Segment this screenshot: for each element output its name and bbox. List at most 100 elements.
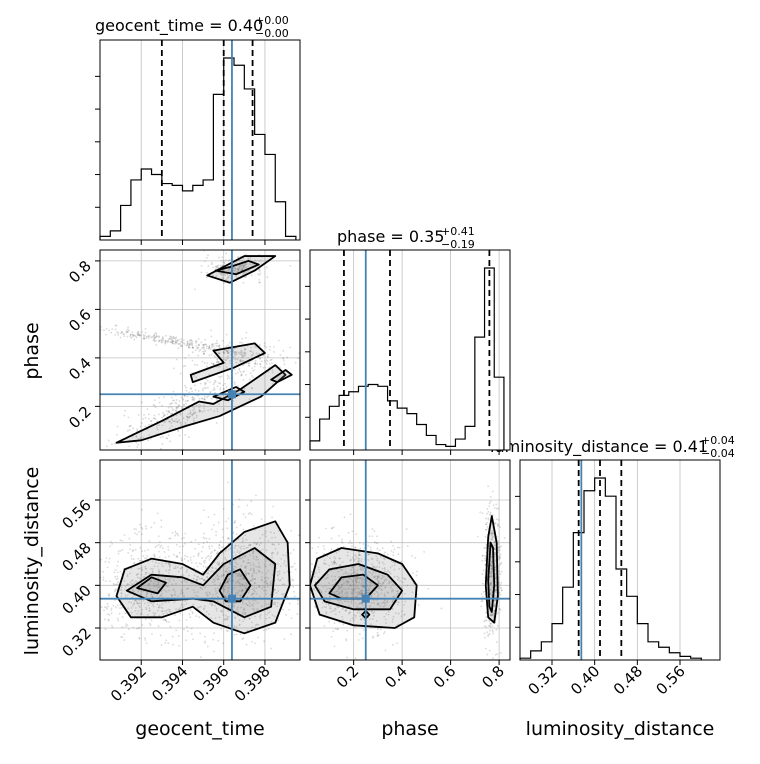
sample-point [360, 582, 363, 585]
sample-point [148, 609, 151, 612]
sample-point [194, 412, 197, 414]
sample-point [326, 576, 329, 579]
sample-point [491, 530, 493, 532]
sample-point [205, 256, 208, 259]
sample-point [242, 560, 245, 562]
sample-point [361, 579, 363, 581]
sample-point [203, 352, 205, 355]
sample-point [379, 585, 382, 587]
sample-point [378, 561, 381, 563]
sample-point [226, 591, 229, 594]
sample-point [210, 570, 213, 573]
sample-point [253, 365, 256, 368]
sample-point [341, 590, 344, 593]
sample-point [340, 588, 343, 591]
sample-point [111, 626, 114, 629]
sample-point [393, 595, 396, 598]
sample-point [104, 606, 106, 608]
sample-point [248, 602, 251, 605]
sample-point [255, 543, 258, 545]
sample-point [273, 588, 276, 591]
sample-point [236, 358, 239, 361]
sample-point [222, 384, 224, 387]
sample-point [186, 555, 189, 558]
y-tick-label: 0.56 [58, 496, 94, 532]
sample-point [186, 340, 189, 343]
sample-point [182, 398, 185, 401]
sample-point [500, 589, 503, 592]
sample-point [390, 580, 393, 583]
sample-point [248, 589, 250, 592]
sample-point [228, 569, 231, 572]
sample-point [146, 408, 149, 410]
sample-point [193, 399, 196, 402]
sample-point [270, 621, 273, 623]
sample-point [484, 636, 486, 639]
sample-point [145, 608, 148, 611]
sample-point [494, 589, 497, 592]
sample-point [415, 574, 418, 577]
sample-point [216, 592, 219, 594]
sample-point [486, 521, 489, 524]
sample-point [192, 346, 194, 349]
sample-point [219, 602, 222, 605]
sample-point [141, 401, 143, 404]
sample-point [211, 343, 213, 346]
sample-point [491, 538, 493, 541]
sample-point [245, 582, 248, 585]
sample-point [242, 264, 245, 267]
sample-point [320, 590, 323, 593]
sample-point [312, 587, 315, 590]
sample-point [148, 622, 151, 625]
sample-point [215, 274, 218, 277]
sample-point [242, 272, 245, 275]
sample-point [331, 563, 334, 566]
sample-point [212, 578, 215, 581]
sample-point [250, 575, 253, 578]
sample-point [251, 626, 254, 629]
sample-point [263, 640, 266, 643]
sample-point [201, 557, 203, 559]
sample-point [161, 424, 164, 427]
sample-point [490, 661, 492, 663]
sample-point [164, 334, 167, 337]
sample-point [313, 575, 316, 578]
sample-point [376, 557, 379, 560]
sample-point [227, 375, 230, 378]
sample-point [212, 363, 215, 365]
sample-point [158, 604, 161, 607]
sample-point [383, 562, 385, 565]
sample-point [182, 417, 185, 419]
sample-point [292, 548, 295, 551]
sample-point [243, 265, 246, 267]
sample-point [384, 594, 387, 597]
sample-point [486, 525, 489, 528]
sample-point [150, 526, 153, 529]
sample-point [251, 588, 254, 591]
sample-point [487, 633, 490, 636]
sample-point [211, 344, 214, 347]
sample-point [188, 416, 190, 419]
sample-point [489, 625, 492, 628]
sample-point [143, 576, 146, 578]
sample-point [177, 420, 179, 423]
sample-point [340, 595, 343, 598]
sample-point [171, 339, 173, 341]
sample-point [497, 540, 499, 543]
sample-point [361, 637, 364, 640]
sample-point [265, 582, 268, 585]
sample-point [96, 615, 98, 617]
sample-point [355, 595, 357, 598]
sample-point [492, 612, 495, 615]
sample-point [202, 565, 205, 568]
sample-point [269, 563, 272, 566]
sample-point [328, 620, 330, 623]
sample-point [218, 544, 221, 547]
sample-point [137, 332, 140, 335]
sample-point [157, 340, 160, 343]
sample-point [499, 586, 502, 589]
sample-point [243, 271, 246, 274]
sample-point [176, 339, 179, 342]
sample-point [498, 558, 501, 561]
title-luminosity-distance-sub: −0.04 [701, 447, 735, 460]
